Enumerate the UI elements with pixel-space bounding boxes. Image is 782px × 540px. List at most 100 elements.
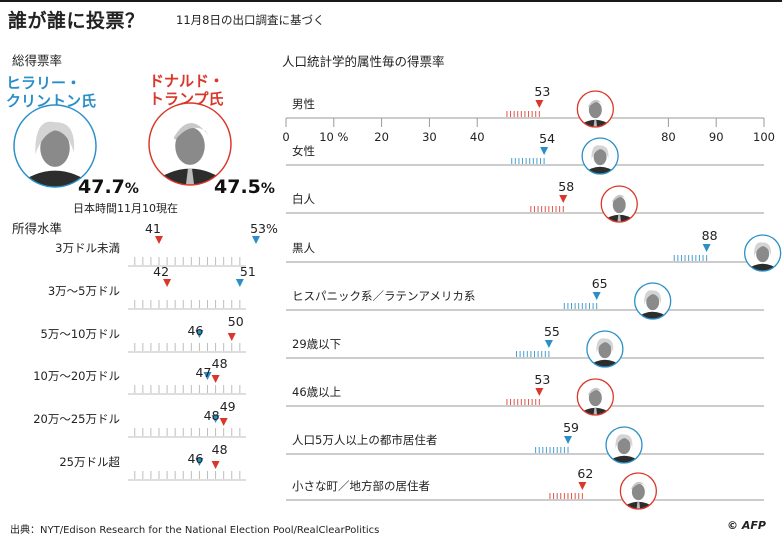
demo-portrait-4 <box>634 282 672 320</box>
income-header: 所得水準 <box>12 221 63 236</box>
clinton-total-value: 47.7 <box>78 176 125 198</box>
demo-portrait-6-face <box>588 389 602 407</box>
demo-portrait-0-ring <box>576 90 614 128</box>
demo-label-7: 人口5万人以上の都市居住者 <box>292 433 437 447</box>
demo-portrait-8-tie <box>636 501 641 509</box>
demo-marker-7 <box>564 436 573 444</box>
overall-header: 総得票率 <box>12 53 63 68</box>
clinton-portrait <box>13 104 97 188</box>
demo-portrait-0 <box>576 90 614 128</box>
income-clinton-value-5: 46 <box>187 451 203 466</box>
demo-portrait-3-hair <box>753 242 772 257</box>
demo-portrait-8 <box>619 472 658 510</box>
clinton-portrait-hair <box>35 121 75 155</box>
income-label-2: 5万～10万ドル <box>41 327 120 341</box>
income-trump-value-1: 42 <box>153 264 169 279</box>
demo-xtick-label-4: 40 <box>470 130 485 144</box>
income-trump-marker-1 <box>163 279 172 287</box>
demo-portrait-0-tie <box>593 119 598 127</box>
top-rule <box>0 0 782 2</box>
page-title: 誰が誰に投票？ <box>8 10 145 32</box>
demo-label-2: 白人 <box>292 192 315 206</box>
clinton-name-line2: クリントン氏 <box>6 92 97 110</box>
demo-xtick-label-2: 20 <box>374 130 389 144</box>
income-clinton-value-1: 51 <box>240 264 256 279</box>
demo-portrait-8-face <box>631 483 645 501</box>
demo-portrait-4-ring <box>634 282 672 320</box>
trump-name: ドナルド・ トランプ氏 <box>149 72 224 108</box>
demo-label-3: 黒人 <box>292 241 315 255</box>
demo-portrait-6-ring <box>576 378 614 416</box>
demo-portrait-6 <box>576 378 614 416</box>
demo-xtick-label-1: 10 % <box>319 130 348 144</box>
demo-marker-4 <box>592 292 601 300</box>
income-clinton-marker-3 <box>203 372 212 380</box>
clinton-portrait-ring <box>13 104 97 188</box>
demo-value-4: 65 <box>592 276 608 291</box>
income-trump-marker-0 <box>155 236 163 244</box>
demo-value-5: 55 <box>544 324 560 339</box>
demo-portrait-8-hair <box>631 481 647 490</box>
income-clinton-value-2: 46 <box>187 323 203 338</box>
income-clinton-marker-1 <box>235 279 244 287</box>
demo-portrait-1 <box>581 137 619 175</box>
demo-portrait-1-hair <box>591 145 609 160</box>
income-trump-marker-4 <box>219 418 228 426</box>
income-label-1: 3万～5万ドル <box>48 284 120 298</box>
demo-label-6: 46歳以上 <box>292 385 341 399</box>
demo-label-0: 男性 <box>292 97 315 111</box>
trump-name-line1: ドナルド・ <box>149 72 225 90</box>
demo-marker-2 <box>559 195 568 203</box>
demo-portrait-2-photo <box>601 194 638 222</box>
clinton-name: ヒラリー・ クリントン氏 <box>6 74 96 110</box>
income-clinton-marker-5 <box>195 458 204 466</box>
demo-portrait-4-hair <box>644 290 662 305</box>
demo-label-1: 女性 <box>292 144 315 158</box>
demo-portrait-7-hair <box>615 434 633 449</box>
demo-value-7: 59 <box>563 420 579 435</box>
demo-portrait-5 <box>586 330 624 368</box>
income-trump-marker-3 <box>211 375 220 383</box>
income-trump-value-2: 50 <box>228 314 244 329</box>
demo-portrait-2-ring <box>600 185 638 223</box>
demo-portrait-5-face <box>598 341 612 359</box>
demo-portrait-0-hair <box>588 99 604 108</box>
demo-portrait-2 <box>600 185 638 223</box>
income-clinton-marker-4 <box>211 415 220 423</box>
demo-xtick-label-3: 30 <box>422 130 437 144</box>
income-label-5: 25万ドル超 <box>59 455 120 469</box>
demo-portrait-5-hair <box>596 338 614 353</box>
demo-xtick-label-6: 90 <box>709 130 724 144</box>
income-trump-value-5: 48 <box>212 442 228 457</box>
clinton-total-pct: 47.7% <box>78 176 139 198</box>
income-clinton-marker-2 <box>195 330 204 338</box>
trump-total-suffix: % <box>260 181 275 197</box>
trump-name-line2: トランプ氏 <box>149 90 224 108</box>
trump-portrait <box>148 102 232 186</box>
demo-portrait-2-face <box>612 196 626 214</box>
demo-portrait-3 <box>743 234 782 272</box>
demo-marker-1 <box>540 147 549 155</box>
income-trump-value-4: 49 <box>220 399 236 414</box>
clinton-total-suffix: % <box>124 181 139 197</box>
demo-value-3: 88 <box>702 228 718 243</box>
demo-portrait-2-hair <box>612 194 628 203</box>
income-trump-value-3: 48 <box>212 356 228 371</box>
trump-total-pct: 47.5% <box>214 176 275 198</box>
source-note: 出典：NYT/Edison Research for the National … <box>10 525 380 536</box>
clinton-portrait-face <box>40 129 70 167</box>
demo-value-0: 53 <box>534 84 550 99</box>
income-label-3: 10万～20万ドル <box>33 369 120 383</box>
demo-xtick-label-0: 0 <box>282 130 289 144</box>
demo-portrait-3-face <box>756 245 770 263</box>
demographic-header: 人口統計学的属性毎の得票率 <box>282 54 445 69</box>
demo-marker-3 <box>702 244 711 252</box>
clinton-name-line1: ヒラリー・ <box>6 74 82 92</box>
demo-xtick-label-7: 100 <box>753 130 775 144</box>
demo-portrait-0-face <box>588 101 602 119</box>
demo-label-5: 29歳以下 <box>292 337 341 351</box>
demo-label-8: 小さな町／地方部の居住者 <box>292 479 430 493</box>
trump-portrait-hair <box>173 122 209 140</box>
demo-portrait-7-ring <box>605 426 643 464</box>
